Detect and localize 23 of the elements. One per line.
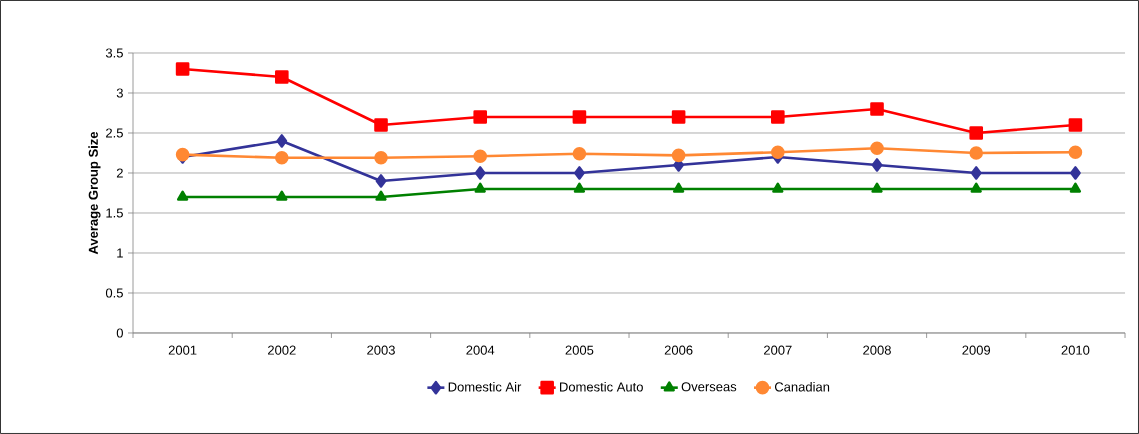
y-axis-title: Average Group Size xyxy=(88,131,101,255)
legend-label: Overseas xyxy=(681,382,737,392)
y-tick-label: 0.5 xyxy=(105,288,123,298)
x-tick-label: 2003 xyxy=(367,345,395,355)
x-tick-label: 2005 xyxy=(565,345,594,355)
x-tick-label: 2007 xyxy=(764,345,792,355)
x-tick-label: 2004 xyxy=(466,345,495,355)
y-tick-label: 3.5 xyxy=(105,48,123,58)
y-tick-label: 3 xyxy=(116,88,123,98)
y-tick-label: 1.5 xyxy=(106,208,123,218)
y-tick-label: 2 xyxy=(116,168,123,178)
x-tick-label: 2001 xyxy=(168,345,197,355)
x-tick-label: 2002 xyxy=(268,345,296,355)
y-tick-label: 1 xyxy=(117,248,123,258)
legend-label: Domestic Air xyxy=(448,381,522,392)
y-tick-label: 0 xyxy=(116,328,123,338)
legend-label: Domestic Auto xyxy=(560,381,643,392)
x-tick-label: 2006 xyxy=(664,345,693,355)
x-tick-label: 2008 xyxy=(863,345,891,355)
x-tick-label: 2009 xyxy=(962,345,991,355)
x-tick-label: 2010 xyxy=(1061,345,1090,355)
legend-label: Canadian xyxy=(774,381,830,392)
y-tick-label: 2.5 xyxy=(106,128,123,138)
